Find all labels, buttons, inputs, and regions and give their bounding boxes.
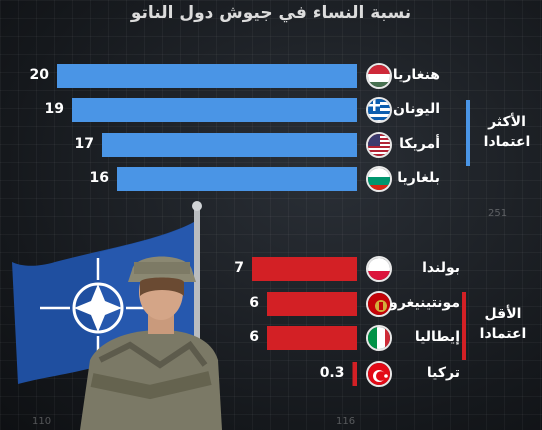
poland-flag-icon xyxy=(366,256,392,282)
background-number: 110 xyxy=(32,416,52,427)
group-label-top: الأكثر اعتمادا xyxy=(472,112,542,152)
soldier-illustration xyxy=(80,256,222,430)
country-label: إيطاليا xyxy=(414,329,460,345)
country-label: هنغاريا xyxy=(392,67,440,83)
group-label-top-line1: الأكثر xyxy=(488,114,526,130)
country-label: بلغاريا xyxy=(397,170,440,186)
country-label: بولندا xyxy=(422,260,460,276)
bar-0 xyxy=(57,64,357,88)
italy-flag-icon xyxy=(366,325,392,351)
bars-layer xyxy=(57,64,357,386)
turkey-flag-icon xyxy=(366,361,392,387)
montenegro-flag-icon xyxy=(366,291,392,317)
bulgaria-flag-icon xyxy=(366,166,392,192)
bar-4 xyxy=(252,257,357,281)
country-label: مونتينيغرو xyxy=(389,295,460,311)
value-label: 16 xyxy=(89,170,109,186)
value-label: 19 xyxy=(44,101,64,117)
bar-6 xyxy=(267,326,357,350)
group-line-bottom xyxy=(462,292,466,360)
value-label: 20 xyxy=(29,67,49,83)
group-label-bottom-line2: اعتمادا xyxy=(479,326,527,342)
value-label: 6 xyxy=(249,295,259,311)
background-number: 251 xyxy=(488,208,508,219)
chart-title: نسبة النساء في جيوش دول الناتو xyxy=(130,3,412,23)
value-label: 17 xyxy=(74,136,94,152)
usa-flag-icon xyxy=(366,132,392,158)
country-label: أمريكا xyxy=(399,136,440,152)
group-label-bottom-line1: الأقل xyxy=(484,306,522,322)
country-label: تركيا xyxy=(426,365,460,381)
bar-5 xyxy=(267,292,357,316)
bar-7 xyxy=(352,362,357,386)
hungary-flag-icon xyxy=(366,63,392,89)
value-label: 7 xyxy=(234,260,244,276)
bar-2 xyxy=(102,133,357,157)
value-label: 6 xyxy=(249,329,259,345)
greece-flag-icon xyxy=(366,97,392,123)
background-number: 116 xyxy=(336,416,356,427)
group-label-bottom: الأقل اعتمادا xyxy=(468,304,538,344)
bar-1 xyxy=(72,98,357,122)
group-label-top-line2: اعتمادا xyxy=(483,134,531,150)
value-label: 0.3 xyxy=(319,365,345,381)
country-label: اليونان xyxy=(392,101,440,117)
bar-3 xyxy=(117,167,357,191)
group-line-top xyxy=(466,100,470,166)
